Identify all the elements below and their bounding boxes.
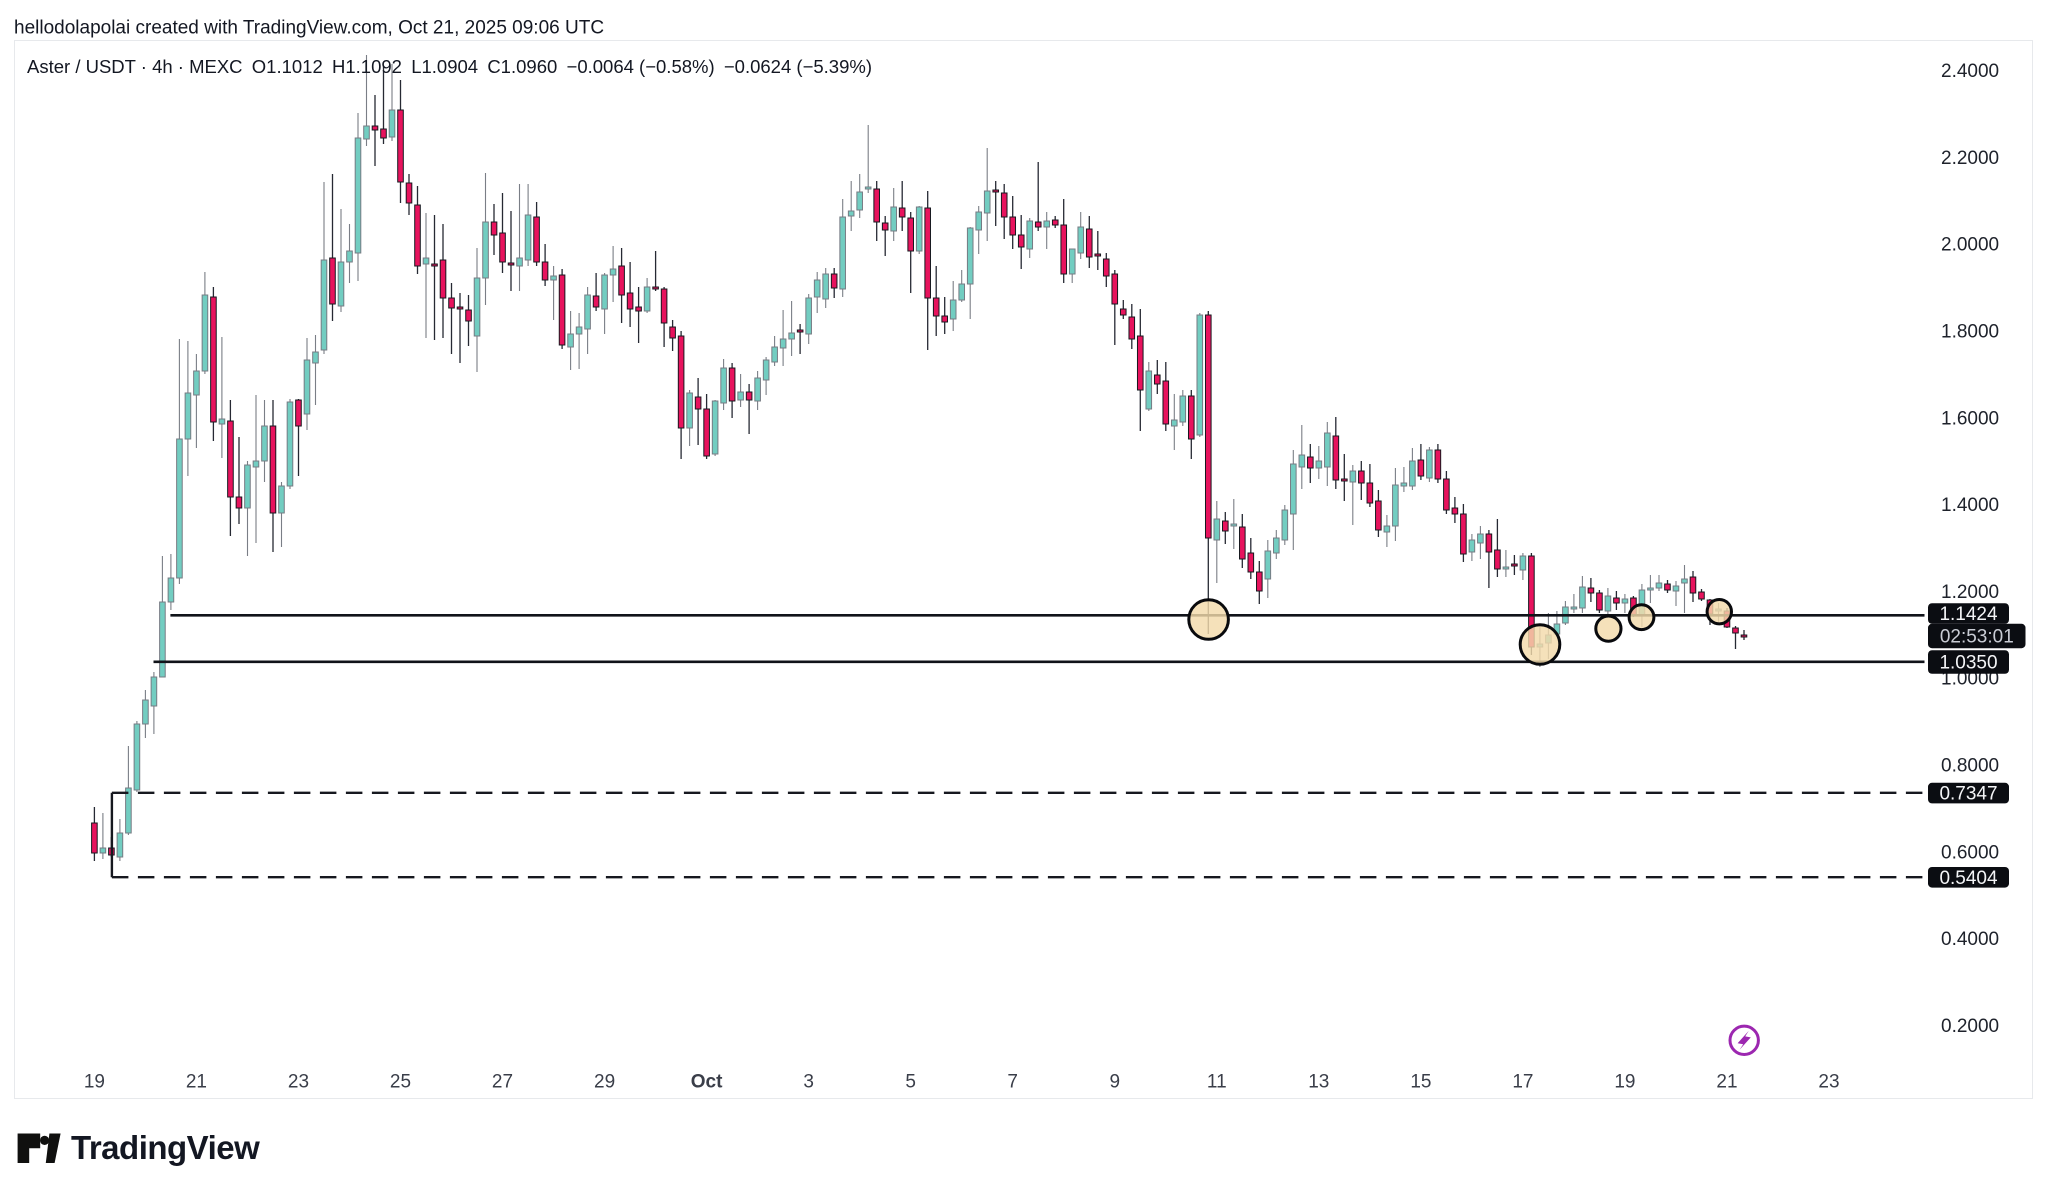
- svg-text:21: 21: [186, 1072, 207, 1093]
- svg-text:Oct: Oct: [691, 1072, 723, 1093]
- svg-text:23: 23: [288, 1072, 309, 1093]
- svg-text:11: 11: [1207, 1072, 1227, 1093]
- svg-text:19: 19: [84, 1072, 105, 1093]
- svg-text:1.6000: 1.6000: [1941, 408, 1999, 429]
- svg-text:02:53:01: 02:53:01: [1940, 627, 2014, 648]
- svg-text:TradingView: TradingView: [71, 1129, 260, 1166]
- svg-text:23: 23: [1818, 1072, 1839, 1093]
- svg-text:1.0350: 1.0350: [1939, 653, 1997, 674]
- svg-text:9: 9: [1110, 1072, 1121, 1093]
- svg-text:1.2000: 1.2000: [1941, 582, 1999, 603]
- svg-text:0.6000: 0.6000: [1941, 842, 1999, 863]
- svg-text:19: 19: [1614, 1072, 1635, 1093]
- svg-text:29: 29: [594, 1072, 615, 1093]
- svg-text:0.7347: 0.7347: [1939, 784, 1997, 805]
- svg-text:17: 17: [1512, 1072, 1533, 1093]
- svg-text:0.8000: 0.8000: [1941, 756, 1999, 777]
- svg-text:3: 3: [803, 1072, 814, 1093]
- svg-text:13: 13: [1308, 1072, 1329, 1093]
- svg-text:1.0000: 1.0000: [1941, 669, 1999, 690]
- svg-text:2.0000: 2.0000: [1941, 235, 1999, 256]
- svg-text:27: 27: [492, 1072, 513, 1093]
- svg-text:2.4000: 2.4000: [1941, 61, 1999, 82]
- svg-text:1.8000: 1.8000: [1941, 322, 1999, 343]
- svg-text:15: 15: [1410, 1072, 1431, 1093]
- svg-text:5: 5: [905, 1072, 916, 1093]
- svg-text:0.2000: 0.2000: [1941, 1016, 1999, 1037]
- svg-text:21: 21: [1716, 1072, 1737, 1093]
- svg-text:7: 7: [1007, 1072, 1018, 1093]
- svg-text:1.1424: 1.1424: [1939, 604, 1998, 625]
- svg-text:25: 25: [390, 1072, 411, 1093]
- svg-text:0.4000: 0.4000: [1941, 929, 1999, 950]
- svg-text:hellodolapolai created with Tr: hellodolapolai created with TradingView.…: [14, 18, 604, 39]
- svg-text:2.2000: 2.2000: [1941, 148, 1999, 169]
- svg-text:Aster / USDT · 4h · MEXC O1.10: Aster / USDT · 4h · MEXC O1.1012 H1.1092…: [27, 56, 872, 77]
- svg-text:0.5404: 0.5404: [1939, 868, 1998, 889]
- svg-text:1.4000: 1.4000: [1941, 495, 1999, 516]
